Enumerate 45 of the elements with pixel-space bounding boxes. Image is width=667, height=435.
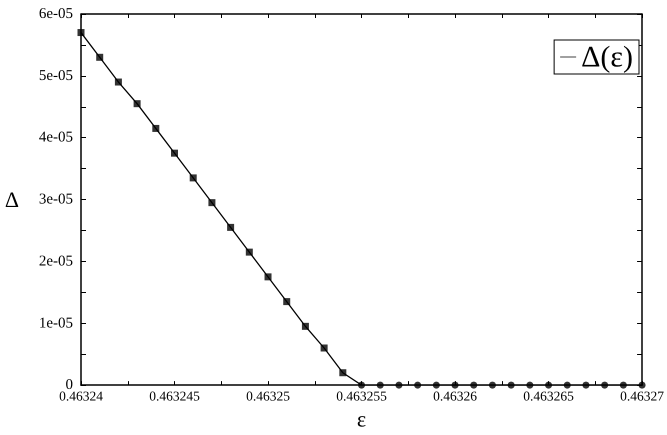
point — [414, 382, 422, 389]
y-tick-label: 6e-05 — [38, 6, 73, 22]
point — [564, 382, 571, 389]
point — [208, 199, 216, 206]
point — [376, 382, 384, 389]
point — [508, 382, 515, 389]
point — [190, 174, 197, 182]
point — [620, 382, 627, 389]
point — [134, 100, 141, 108]
point — [452, 382, 459, 389]
x-tick-label: 0.463265 — [523, 388, 574, 404]
y-tick-label: 2e-05 — [38, 253, 73, 270]
x-tick-label: 0.463255 — [336, 388, 388, 404]
y-tick-label: 1e-05 — [38, 315, 73, 332]
y-axis-title: Δ — [4, 187, 19, 212]
y-tick-label: 3e-05 — [38, 192, 73, 208]
point — [601, 382, 608, 389]
point — [152, 124, 160, 132]
point — [264, 273, 272, 280]
legend-label: Δ(ε) — [581, 40, 634, 74]
point — [488, 382, 496, 389]
x-tick-label: 0.46326 — [433, 388, 478, 404]
point — [582, 382, 590, 389]
x-tick-label: 0.46327 — [620, 388, 664, 404]
point — [302, 322, 309, 330]
point — [171, 150, 178, 157]
y-tick-label: 5e-05 — [38, 68, 73, 84]
y-tick-label: 4e-05 — [38, 130, 73, 146]
point — [432, 382, 440, 389]
x-tick-label: 0.46325 — [246, 388, 290, 404]
point — [246, 248, 253, 256]
point — [283, 298, 290, 306]
point — [545, 382, 552, 389]
point — [358, 382, 366, 389]
point — [227, 224, 234, 231]
point — [320, 344, 328, 352]
point — [395, 382, 402, 389]
point — [114, 78, 122, 86]
point — [339, 369, 346, 376]
x-tick-label: 0.463245 — [149, 388, 200, 404]
point — [78, 29, 84, 36]
point — [470, 382, 478, 389]
x-axis-title: ε — [356, 406, 366, 432]
point — [96, 54, 104, 61]
point — [526, 382, 534, 389]
